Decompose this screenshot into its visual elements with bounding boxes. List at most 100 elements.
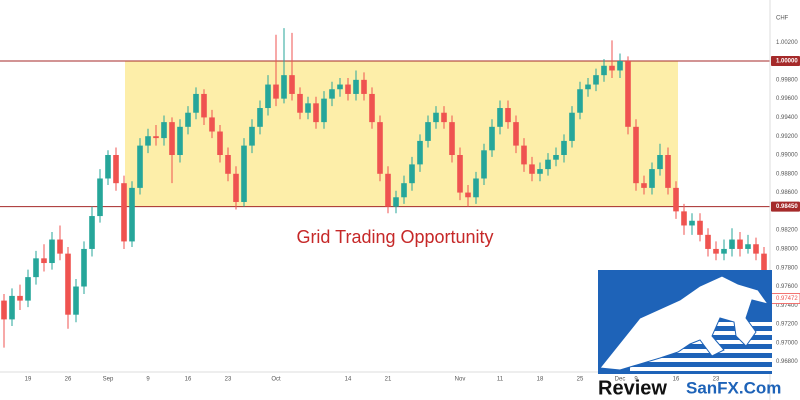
candle-body (513, 122, 519, 146)
candle-body (1, 300, 7, 320)
y-tick-label: 0.98200 (776, 228, 798, 234)
level-price-box (771, 201, 800, 212)
candle-body (25, 277, 31, 301)
candle-body (329, 89, 335, 99)
x-tick-label: 23 (713, 377, 720, 383)
candle-body (209, 117, 215, 132)
candle-body (745, 244, 751, 249)
candle-body (193, 93, 199, 113)
candle-body (353, 79, 359, 94)
y-tick-label: 0.96800 (776, 359, 798, 365)
candle-body (129, 187, 135, 242)
x-tick-label: 25 (577, 377, 584, 383)
candle-body (697, 220, 703, 235)
x-tick-label: 19 (25, 377, 32, 383)
candle-body (401, 183, 407, 198)
y-tick-label: 0.97800 (776, 265, 798, 271)
candle-body (49, 239, 55, 264)
candle-body (249, 126, 255, 146)
candle-body (553, 155, 559, 160)
candle-body (721, 248, 727, 254)
x-tick-label: Sep (103, 377, 114, 383)
candle-body (409, 164, 415, 184)
candle-body (297, 93, 303, 113)
x-tick-label: Oct (271, 377, 281, 383)
candle-body (17, 295, 23, 301)
x-tick-label: 9 (146, 377, 150, 383)
x-tick-label: Nov (455, 377, 466, 383)
candle-body (457, 155, 463, 193)
candle-body (585, 84, 591, 90)
candle-body (273, 84, 279, 99)
candle-body (417, 140, 423, 165)
x-tick-label: 21 (385, 377, 392, 383)
candle-body (561, 140, 567, 155)
candle-body (625, 61, 631, 127)
candle-body (489, 126, 495, 151)
logo-text-second: SanFX.Com (686, 378, 781, 397)
candle-body (369, 93, 375, 123)
y-tick-label: 0.97400 (776, 303, 798, 309)
plot-area: Grid Trading Opportunity (0, 28, 770, 348)
candle-body (153, 136, 159, 139)
candle-body (545, 159, 551, 170)
candle-body (169, 122, 175, 155)
candle-body (569, 112, 575, 141)
candle-body (577, 89, 583, 113)
y-tick-label: 0.99600 (776, 96, 798, 102)
y-tick-label: 0.98000 (776, 247, 798, 253)
x-tick-label: 9 (634, 377, 638, 383)
candle-body (265, 84, 271, 109)
candle-body (105, 155, 111, 179)
axes: 1.00200 0.99800 0.99600 0.99400 0.99200 0.990… (25, 40, 800, 383)
candle-body (649, 169, 655, 188)
candle-body (537, 169, 543, 174)
candle-body (97, 178, 103, 217)
logo-bull (599, 275, 770, 371)
candle-body (705, 234, 711, 249)
candle-body (601, 65, 607, 76)
candle-body (529, 164, 535, 174)
candle-body (441, 112, 447, 123)
candle-body (33, 258, 39, 278)
candle-body (673, 187, 679, 212)
candle-body (729, 239, 735, 249)
candle-body (201, 93, 207, 118)
last-price-label: 0.97472 (776, 296, 798, 302)
candle-body (497, 108, 503, 127)
x-tick-label: 16 (673, 377, 680, 383)
y-tick-label: 0.99200 (776, 134, 798, 140)
candle-body (737, 239, 743, 249)
candle-body (633, 126, 639, 184)
candle-body (313, 103, 319, 123)
x-tick-label: 11 (497, 377, 504, 383)
candle-body (137, 145, 143, 188)
candle-body (257, 108, 263, 127)
x-tick-label: 16 (185, 377, 192, 383)
candle-body (617, 61, 623, 71)
candle-body (281, 75, 287, 99)
x-tick-label: 26 (65, 377, 72, 383)
logo-text-first: Review (598, 377, 667, 399)
candle-body (177, 126, 183, 155)
candle-body (361, 79, 367, 94)
candle-body (89, 216, 95, 249)
candle-body (57, 239, 63, 254)
candle-body (657, 155, 663, 170)
y-tick-label: 0.97600 (776, 284, 798, 290)
currency-label: CHF (776, 16, 789, 22)
candle-body (385, 173, 391, 207)
candle-body (473, 178, 479, 198)
candle-body (81, 248, 87, 287)
candle-body (145, 136, 151, 146)
y-tick-label: 0.99000 (776, 153, 798, 159)
candle-body (337, 84, 343, 90)
candle-body (641, 183, 647, 188)
y-tick-label: 0.99400 (776, 115, 798, 121)
candle-body (185, 112, 191, 127)
y-tick-label: 1.00200 (776, 40, 798, 46)
candle-body (41, 258, 47, 264)
candle-body (689, 220, 695, 226)
candle-body (753, 244, 759, 254)
